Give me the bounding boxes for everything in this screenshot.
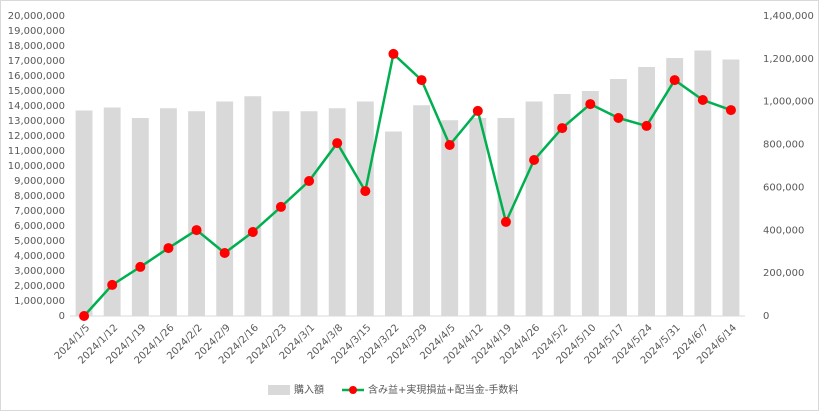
bar [413, 105, 430, 316]
line-marker [304, 176, 315, 186]
y-tick-label: 1,000,000 [14, 296, 65, 307]
bar [722, 59, 740, 316]
line-marker [472, 105, 483, 116]
bar [103, 107, 121, 316]
y2-tick-label: 0 [763, 311, 769, 322]
y-tick-label: 6,000,000 [14, 221, 65, 232]
bar [553, 94, 571, 316]
y-tick-label: 18,000,000 [8, 41, 65, 52]
y-tick-label: 9,000,000 [14, 176, 65, 187]
y2-tick-label: 400,000 [763, 225, 804, 236]
y-tick-label: 7,000,000 [14, 206, 65, 217]
line-marker [191, 225, 202, 236]
bar [666, 58, 684, 316]
y-tick-label: 14,000,000 [8, 101, 65, 112]
bar [356, 101, 374, 316]
line-marker [697, 95, 708, 105]
y-tick-label: 2,000,000 [14, 281, 65, 292]
bar [581, 91, 599, 316]
bar [244, 96, 262, 316]
bar [75, 110, 93, 316]
line-marker [444, 140, 455, 150]
bar [131, 118, 149, 316]
y-tick-label: 3,000,000 [14, 266, 65, 277]
line-marker [725, 105, 736, 116]
bar [272, 111, 290, 316]
line-marker [557, 123, 568, 134]
bar [160, 108, 177, 316]
y-tick-label: 17,000,000 [8, 56, 65, 67]
line-marker [79, 311, 90, 321]
line-marker [500, 216, 511, 227]
y2-tick-label: 1,400,000 [763, 11, 814, 22]
legend-label: 購入額 [294, 383, 324, 396]
y2-tick-label: 600,000 [763, 182, 804, 193]
bar [300, 111, 318, 316]
bar [525, 101, 543, 316]
y-tick-label: 15,000,000 [8, 86, 65, 97]
y2-tick-label: 200,000 [763, 268, 804, 279]
y-tick-label: 16,000,000 [8, 71, 65, 82]
line-marker [275, 201, 286, 212]
line-marker [107, 279, 118, 290]
y-tick-label: 11,000,000 [8, 146, 65, 157]
line-marker [416, 75, 427, 86]
bar [469, 118, 487, 316]
line-marker [332, 138, 343, 149]
bar [638, 67, 655, 316]
line-marker [247, 227, 258, 237]
y-tick-label: 4,000,000 [14, 251, 65, 262]
legend-label: 含み益+実現損益+配当金-手数料 [368, 383, 518, 396]
line-marker [613, 113, 624, 123]
y-tick-label: 5,000,000 [14, 236, 65, 247]
line-marker [641, 120, 652, 131]
bar [694, 50, 712, 316]
y-tick-label: 0 [59, 311, 65, 322]
legend-marker [349, 386, 357, 394]
bar [610, 79, 627, 316]
y-tick-label: 19,000,000 [8, 26, 65, 37]
y-tick-label: 8,000,000 [14, 191, 65, 202]
y-tick-label: 12,000,000 [8, 131, 65, 142]
y2-tick-label: 1,000,000 [763, 97, 814, 108]
line-marker [135, 261, 146, 272]
y2-tick-label: 800,000 [763, 140, 804, 151]
line-marker [585, 99, 596, 110]
bar [441, 120, 459, 316]
line-marker [529, 155, 540, 165]
bar [188, 111, 205, 316]
y-tick-label: 10,000,000 [8, 161, 65, 172]
line-marker [163, 243, 174, 254]
y-tick-label: 13,000,000 [8, 116, 65, 127]
bar [216, 101, 234, 316]
line-marker [669, 75, 680, 86]
legend-swatch [268, 385, 290, 395]
y-tick-label: 20,000,000 [8, 11, 65, 22]
line-marker [219, 248, 230, 258]
y2-tick-label: 1,200,000 [763, 54, 814, 65]
bar [385, 131, 402, 316]
line-marker [360, 186, 371, 197]
bar [328, 108, 346, 316]
line-marker [388, 48, 399, 59]
